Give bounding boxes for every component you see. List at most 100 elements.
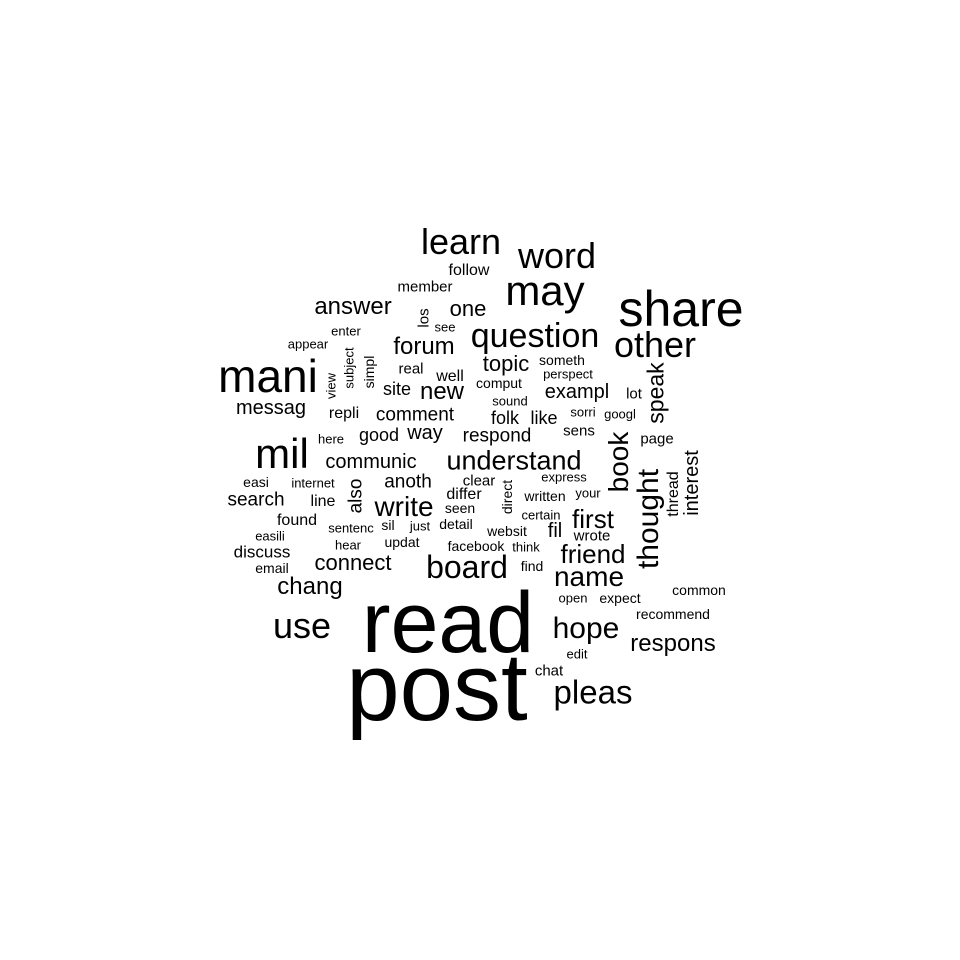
word-understand: understand [446,445,582,476]
word-board: board [426,549,508,585]
word-comment: comment [375,404,455,426]
word-first: first [572,504,614,534]
word-hope: hope [552,612,620,645]
word-written: written [524,488,566,504]
word-sorri: sorri [570,404,596,420]
word-los: los [415,308,433,328]
word-someth: someth [539,352,585,368]
word-post: post [346,634,528,741]
word-pleas: pleas [553,673,633,711]
word-member: member [397,278,453,296]
word-speak: speak [642,362,669,424]
word-may: may [505,267,585,314]
word-direct: direct [499,479,515,515]
word-find: find [520,558,544,574]
word-open: open [558,590,588,606]
word-recommend: recommend [636,606,710,622]
word-certain: certain [521,507,561,523]
word-share: share [618,281,744,337]
word-interest: interest [681,450,703,516]
word-respond: respond [462,425,532,447]
word-anoth: anoth [384,471,432,493]
word-mani: mani [218,350,318,402]
word-detail: detail [439,516,473,532]
word-messag: messag [235,397,307,419]
word-express: express [541,469,587,485]
word-like: like [530,408,558,428]
word-easi: easi [243,474,269,490]
word-new: new [419,378,465,405]
word-good: good [358,425,400,445]
word-folk: folk [490,408,520,428]
word-topic: topic [482,351,530,376]
word-discuss: discuss [233,542,291,562]
word-seen: seen [444,500,476,516]
word-connect: connect [314,550,392,575]
word-googl: googl [604,406,636,422]
word-respons: respons [630,630,716,657]
word-simpl: simpl [361,355,377,389]
word-here: here [317,431,345,447]
word-appear: appear [287,336,329,352]
word-way: way [407,422,443,444]
word-well: well [436,368,464,385]
word-chat: chat [534,662,564,680]
word-chang: chang [277,573,343,600]
word-view: view [323,372,339,400]
word-read: read [361,575,535,671]
word-one: one [449,296,487,321]
word-sil: sil [381,517,395,533]
word-sentenc: sentenc [328,520,374,536]
word-websit: websit [487,523,527,539]
word-lot: lot [626,385,642,403]
word-answer: answer [314,293,392,320]
word-forum: forum [393,333,455,360]
word-sound: sound [492,393,528,409]
word-your: your [575,485,601,501]
word-friend: friend [560,539,626,569]
word-page: page [640,430,674,448]
word-internet: internet [291,475,335,491]
word-thread: thread [665,471,682,517]
word-hear: hear [334,537,362,553]
word-edit: edit [566,646,588,662]
word-email: email [255,560,289,576]
word-also: also [345,478,367,514]
word-site: site [382,379,412,399]
word-comput: comput [476,375,522,391]
word-real: real [398,360,424,378]
word-use: use [272,605,332,646]
word-repli: repli [328,405,360,422]
word-exampl: exampl [544,381,610,403]
word-just: just [409,518,431,534]
word-perspect: perspect [543,366,593,382]
word-write: write [374,491,434,522]
word-updat: updat [384,534,420,550]
word-wrote: wrote [573,527,611,545]
word-line: line [310,493,336,510]
word-name: name [553,561,625,592]
word-word: word [517,235,597,276]
word-communic: communic [325,451,417,473]
word-enter: enter [331,323,361,339]
word-clear: clear [462,472,496,490]
word-found: found [276,512,318,529]
word-mil: mil [255,430,309,477]
word-subject: subject [341,347,357,389]
word-follow: follow [448,262,490,279]
word-think: think [512,539,540,555]
word-expect: expect [599,590,641,606]
word-learn: learn [420,221,502,262]
word-question: question [470,317,600,355]
word-thought: thought [632,468,665,570]
word-other: other [613,324,697,365]
word-facebook: facebook [447,538,505,554]
word-common: common [672,582,726,598]
word-fil: fil [547,520,563,542]
word-sens: sens [563,422,595,440]
word-easili: easili [255,528,285,544]
word-book: book [603,431,634,493]
word-see: see [434,319,456,335]
word-search: search [227,489,285,511]
